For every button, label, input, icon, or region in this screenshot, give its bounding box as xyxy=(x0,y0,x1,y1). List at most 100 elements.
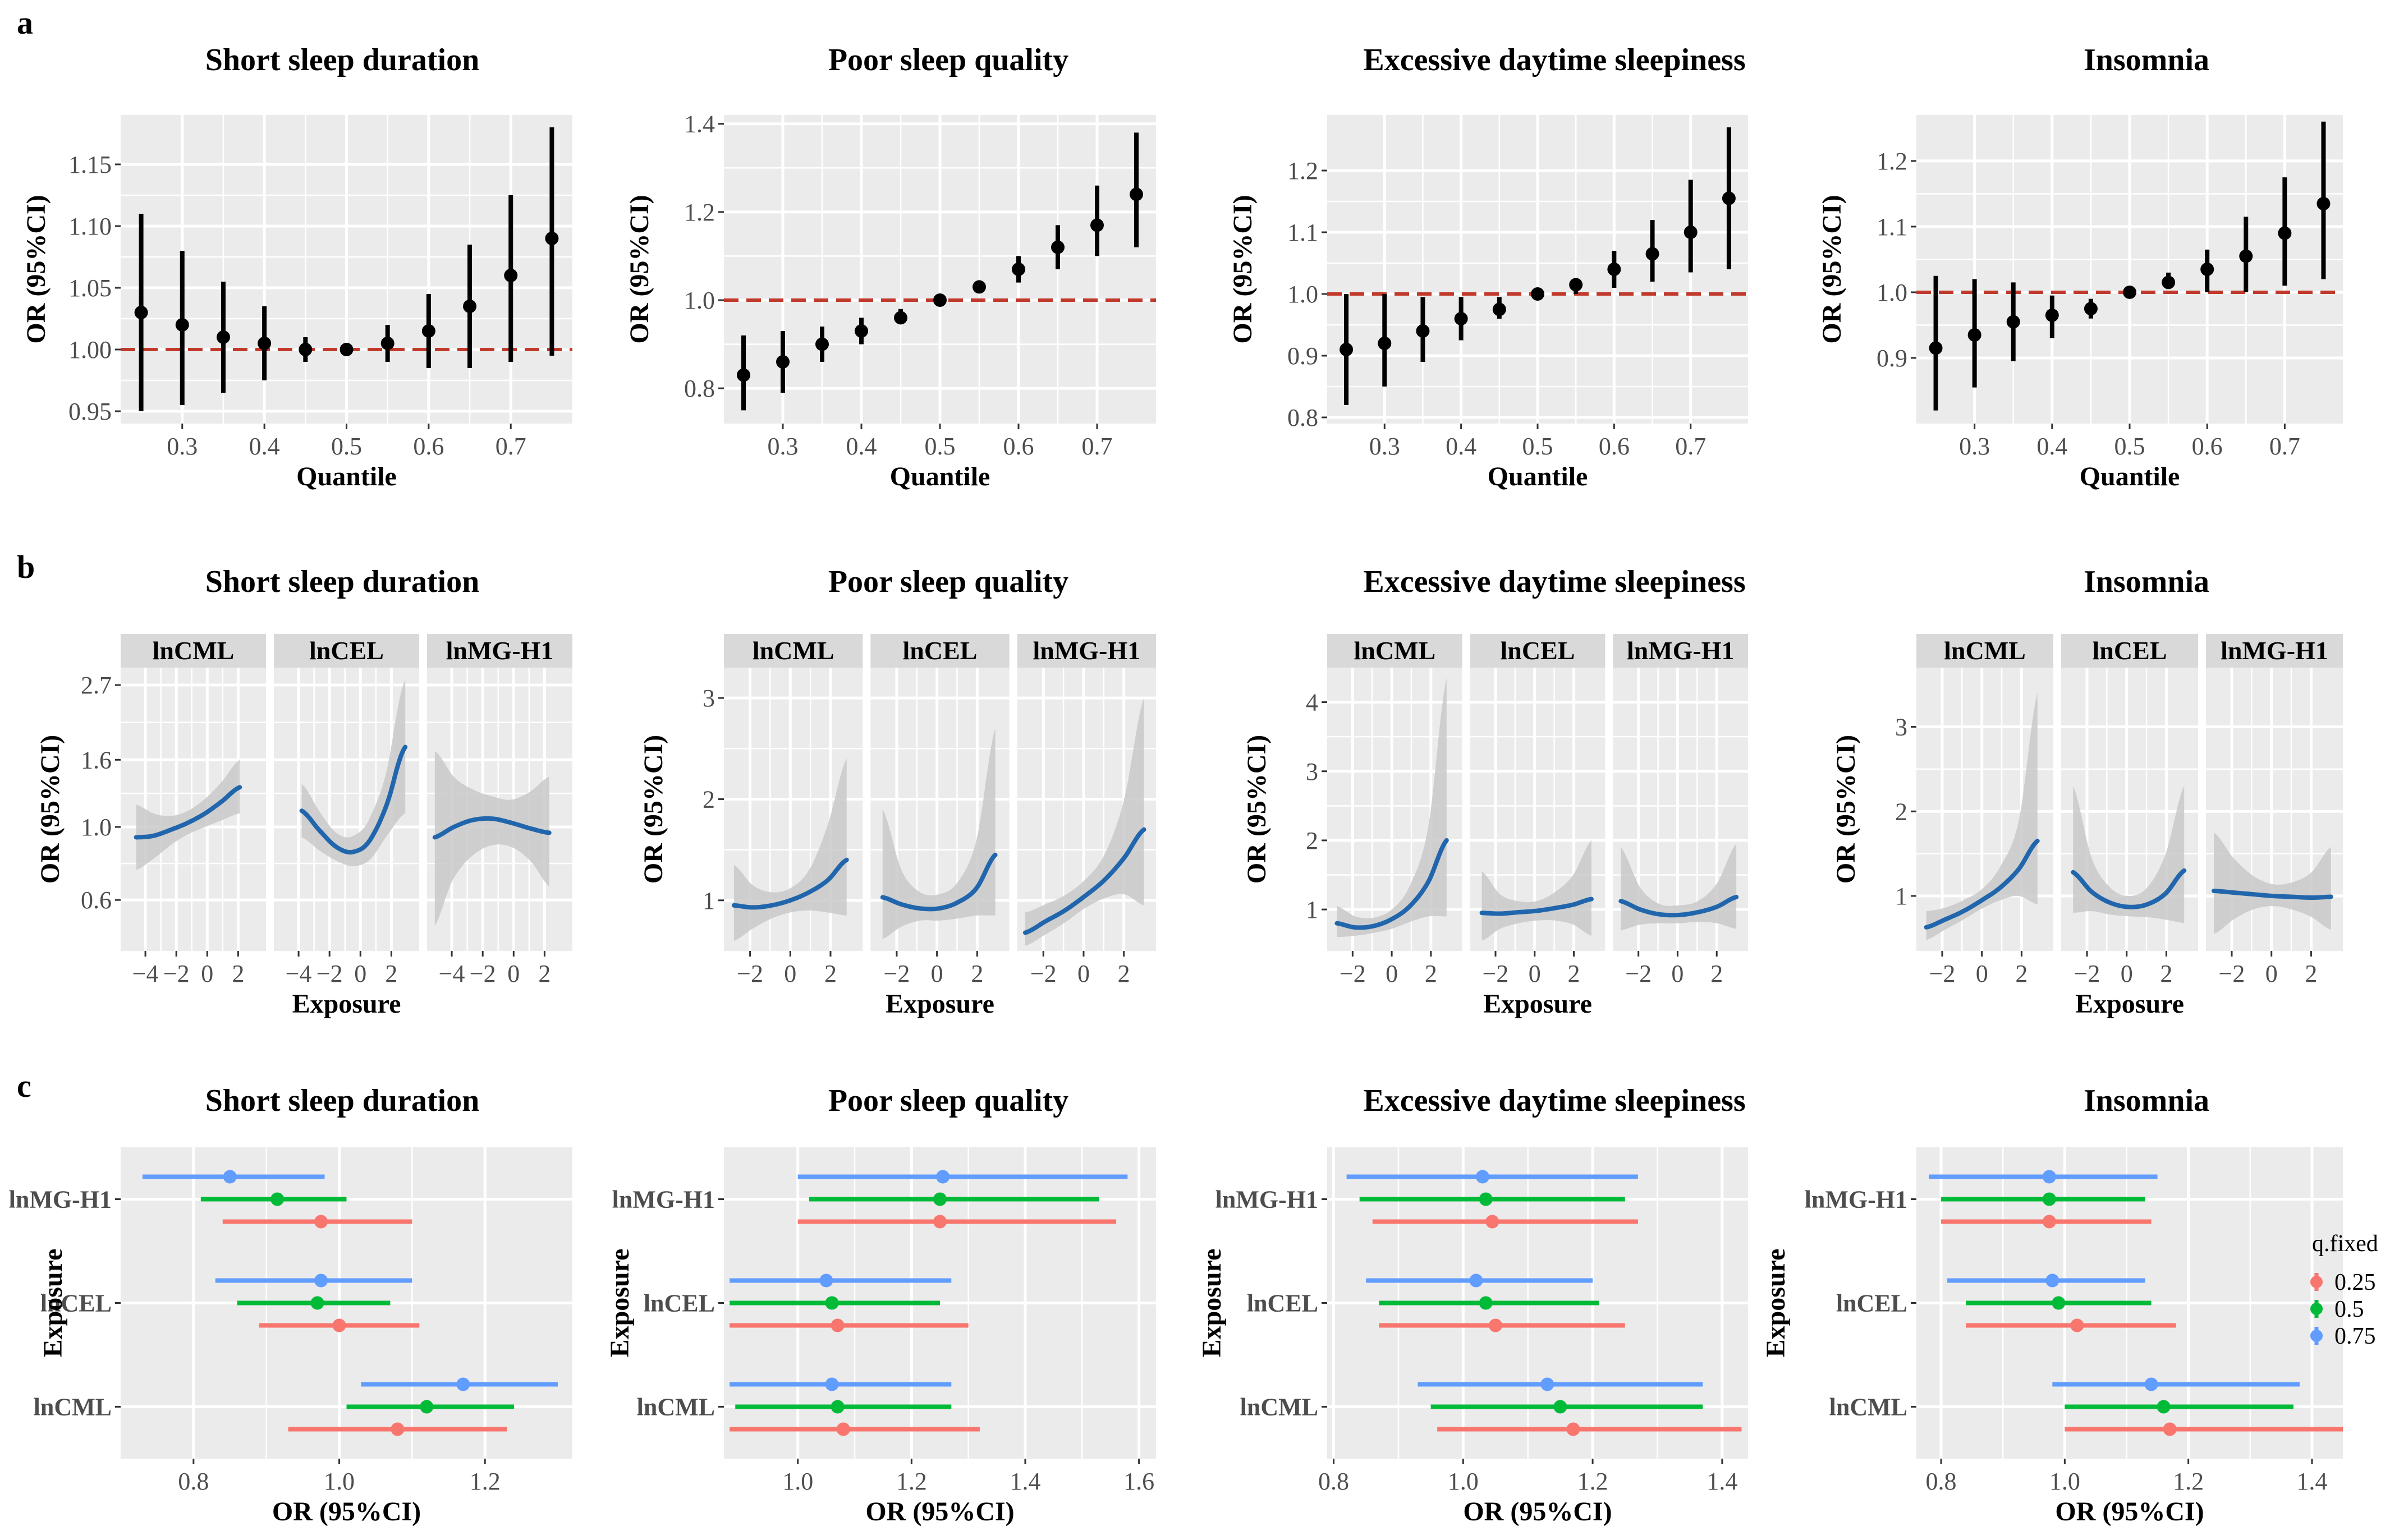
chart-c3-title: Excessive daytime sleepiness xyxy=(1363,1083,1745,1118)
legend-label: 0.25 xyxy=(2334,1270,2376,1295)
y-tick-label: 3 xyxy=(1895,714,1907,741)
facet-strip xyxy=(1916,634,2053,668)
facet-strip xyxy=(2061,634,2198,668)
smooth-curve xyxy=(880,852,998,912)
point-0_5 xyxy=(1479,1296,1493,1310)
x-tick-label: 0 xyxy=(1529,960,1541,987)
panel-label-c: c xyxy=(17,1068,31,1104)
x-tick-label: 1.2 xyxy=(1577,1468,1608,1495)
y-axis-title: Exposure xyxy=(38,1249,68,1358)
smooth-curve xyxy=(1334,838,1449,930)
point xyxy=(1012,263,1025,276)
chart-a2-title: Poor sleep quality xyxy=(828,43,1068,77)
point xyxy=(894,311,907,325)
x-tick-label: 1.6 xyxy=(1123,1468,1154,1495)
y-axis-title: OR (95%CI) xyxy=(35,735,65,884)
y-axis-title: OR (95%CI) xyxy=(1228,195,1258,343)
facet-strip xyxy=(274,634,419,668)
x-tick-label: 0.7 xyxy=(1675,433,1706,460)
point xyxy=(2200,263,2214,276)
x-tick-label: −2 xyxy=(1340,960,1366,987)
x-axis-title: OR (95%CI) xyxy=(865,1497,1014,1527)
x-tick-label: 2 xyxy=(1118,960,1130,987)
y-category-label: lnCML xyxy=(34,1394,112,1421)
chart-c2-title: Poor sleep quality xyxy=(828,1083,1068,1118)
point xyxy=(545,232,559,245)
point xyxy=(2317,196,2331,210)
y-tick-label: 1.0 xyxy=(1877,279,1907,306)
smooth-curve xyxy=(731,857,849,910)
x-axis-title: Exposure xyxy=(292,989,401,1019)
facet-strip xyxy=(121,634,266,668)
y-axis-title: OR (95%CI) xyxy=(1831,735,1861,884)
y-category-label: lnMG-H1 xyxy=(9,1186,112,1213)
y-tick-label: 1.15 xyxy=(68,151,112,178)
point xyxy=(1929,341,1943,355)
y-tick-label: 1.10 xyxy=(68,213,112,240)
point xyxy=(1684,226,1698,239)
point-0_25 xyxy=(391,1422,405,1436)
facet-strip xyxy=(724,634,863,668)
x-tick-label: 1.2 xyxy=(470,1468,501,1495)
x-tick-label: 1.0 xyxy=(782,1468,813,1495)
x-tick-label: 0.8 xyxy=(1318,1468,1349,1495)
x-tick-label: −2 xyxy=(1483,960,1509,987)
chart-c4-title: Insomnia xyxy=(2084,1083,2209,1118)
smooth-curve xyxy=(1479,897,1594,916)
chart-b4-title: Insomnia xyxy=(2084,564,2209,599)
y-tick-label: 0.95 xyxy=(68,398,112,425)
x-tick-label: 0 xyxy=(354,960,366,987)
smooth-curve xyxy=(2071,868,2187,909)
facet-strip-label: lnCML xyxy=(1354,636,1435,665)
x-tick-label: 0.7 xyxy=(496,433,526,460)
point-0_5 xyxy=(1553,1400,1567,1414)
x-tick-label: 0.6 xyxy=(2192,433,2223,460)
point-0_75 xyxy=(825,1377,839,1391)
x-axis-title: Exposure xyxy=(1483,989,1592,1019)
x-axis-title: Exposure xyxy=(886,989,994,1019)
legend-label: 0.75 xyxy=(2334,1323,2376,1349)
point xyxy=(815,337,829,351)
point xyxy=(2278,226,2292,240)
x-tick-label: 0.7 xyxy=(1082,433,1113,460)
smooth-curve xyxy=(1618,894,1739,918)
x-tick-label: 2 xyxy=(232,960,244,987)
point xyxy=(340,343,354,356)
point xyxy=(1492,302,1506,316)
point-0_75 xyxy=(1475,1170,1489,1184)
y-category-label: lnCEL xyxy=(644,1290,715,1317)
point-0_25 xyxy=(2042,1215,2056,1229)
x-tick-label: 1.4 xyxy=(1010,1468,1040,1495)
point xyxy=(1378,337,1392,350)
x-tick-label: 0.4 xyxy=(2036,433,2067,460)
point xyxy=(1130,187,1143,201)
legend-title: q.fixed xyxy=(2312,1231,2378,1257)
point-0_5 xyxy=(825,1296,839,1310)
point-0_25 xyxy=(1489,1318,1502,1332)
point-0_75 xyxy=(819,1274,833,1288)
y-category-label: lnCML xyxy=(637,1394,715,1421)
point xyxy=(737,368,750,382)
point xyxy=(1967,328,1981,342)
x-tick-label: 0.8 xyxy=(1926,1468,1957,1495)
point-0_75 xyxy=(2042,1170,2056,1184)
y-axis-title: Exposure xyxy=(1197,1249,1227,1358)
facet-strip-label: lnCEL xyxy=(2093,636,2167,665)
y-tick-label: 1.0 xyxy=(1287,281,1318,308)
y-tick-label: 0.9 xyxy=(1287,342,1318,370)
y-tick-label: 1.0 xyxy=(81,813,112,841)
x-axis-title: Quantile xyxy=(1488,462,1588,491)
point-0_75 xyxy=(1469,1274,1483,1288)
y-category-label: lnCEL xyxy=(1247,1290,1318,1317)
point-0_25 xyxy=(332,1318,346,1332)
point-0_75 xyxy=(936,1170,950,1184)
y-tick-label: 3 xyxy=(703,684,715,712)
confidence-band xyxy=(1481,840,1591,941)
x-axis-title: OR (95%CI) xyxy=(272,1497,421,1527)
facet-strip-label: lnMG-H1 xyxy=(1033,636,1140,665)
y-tick-label: 1.2 xyxy=(1877,148,1907,175)
charts-layer: Short sleep duration 0.3 0.4 0.5 0.6 0.7 0.95 1… xyxy=(9,43,2343,1527)
chart-c1-title: Short sleep duration xyxy=(205,1083,480,1118)
point-0_25 xyxy=(314,1215,328,1229)
y-tick-label: 2.7 xyxy=(81,672,112,699)
